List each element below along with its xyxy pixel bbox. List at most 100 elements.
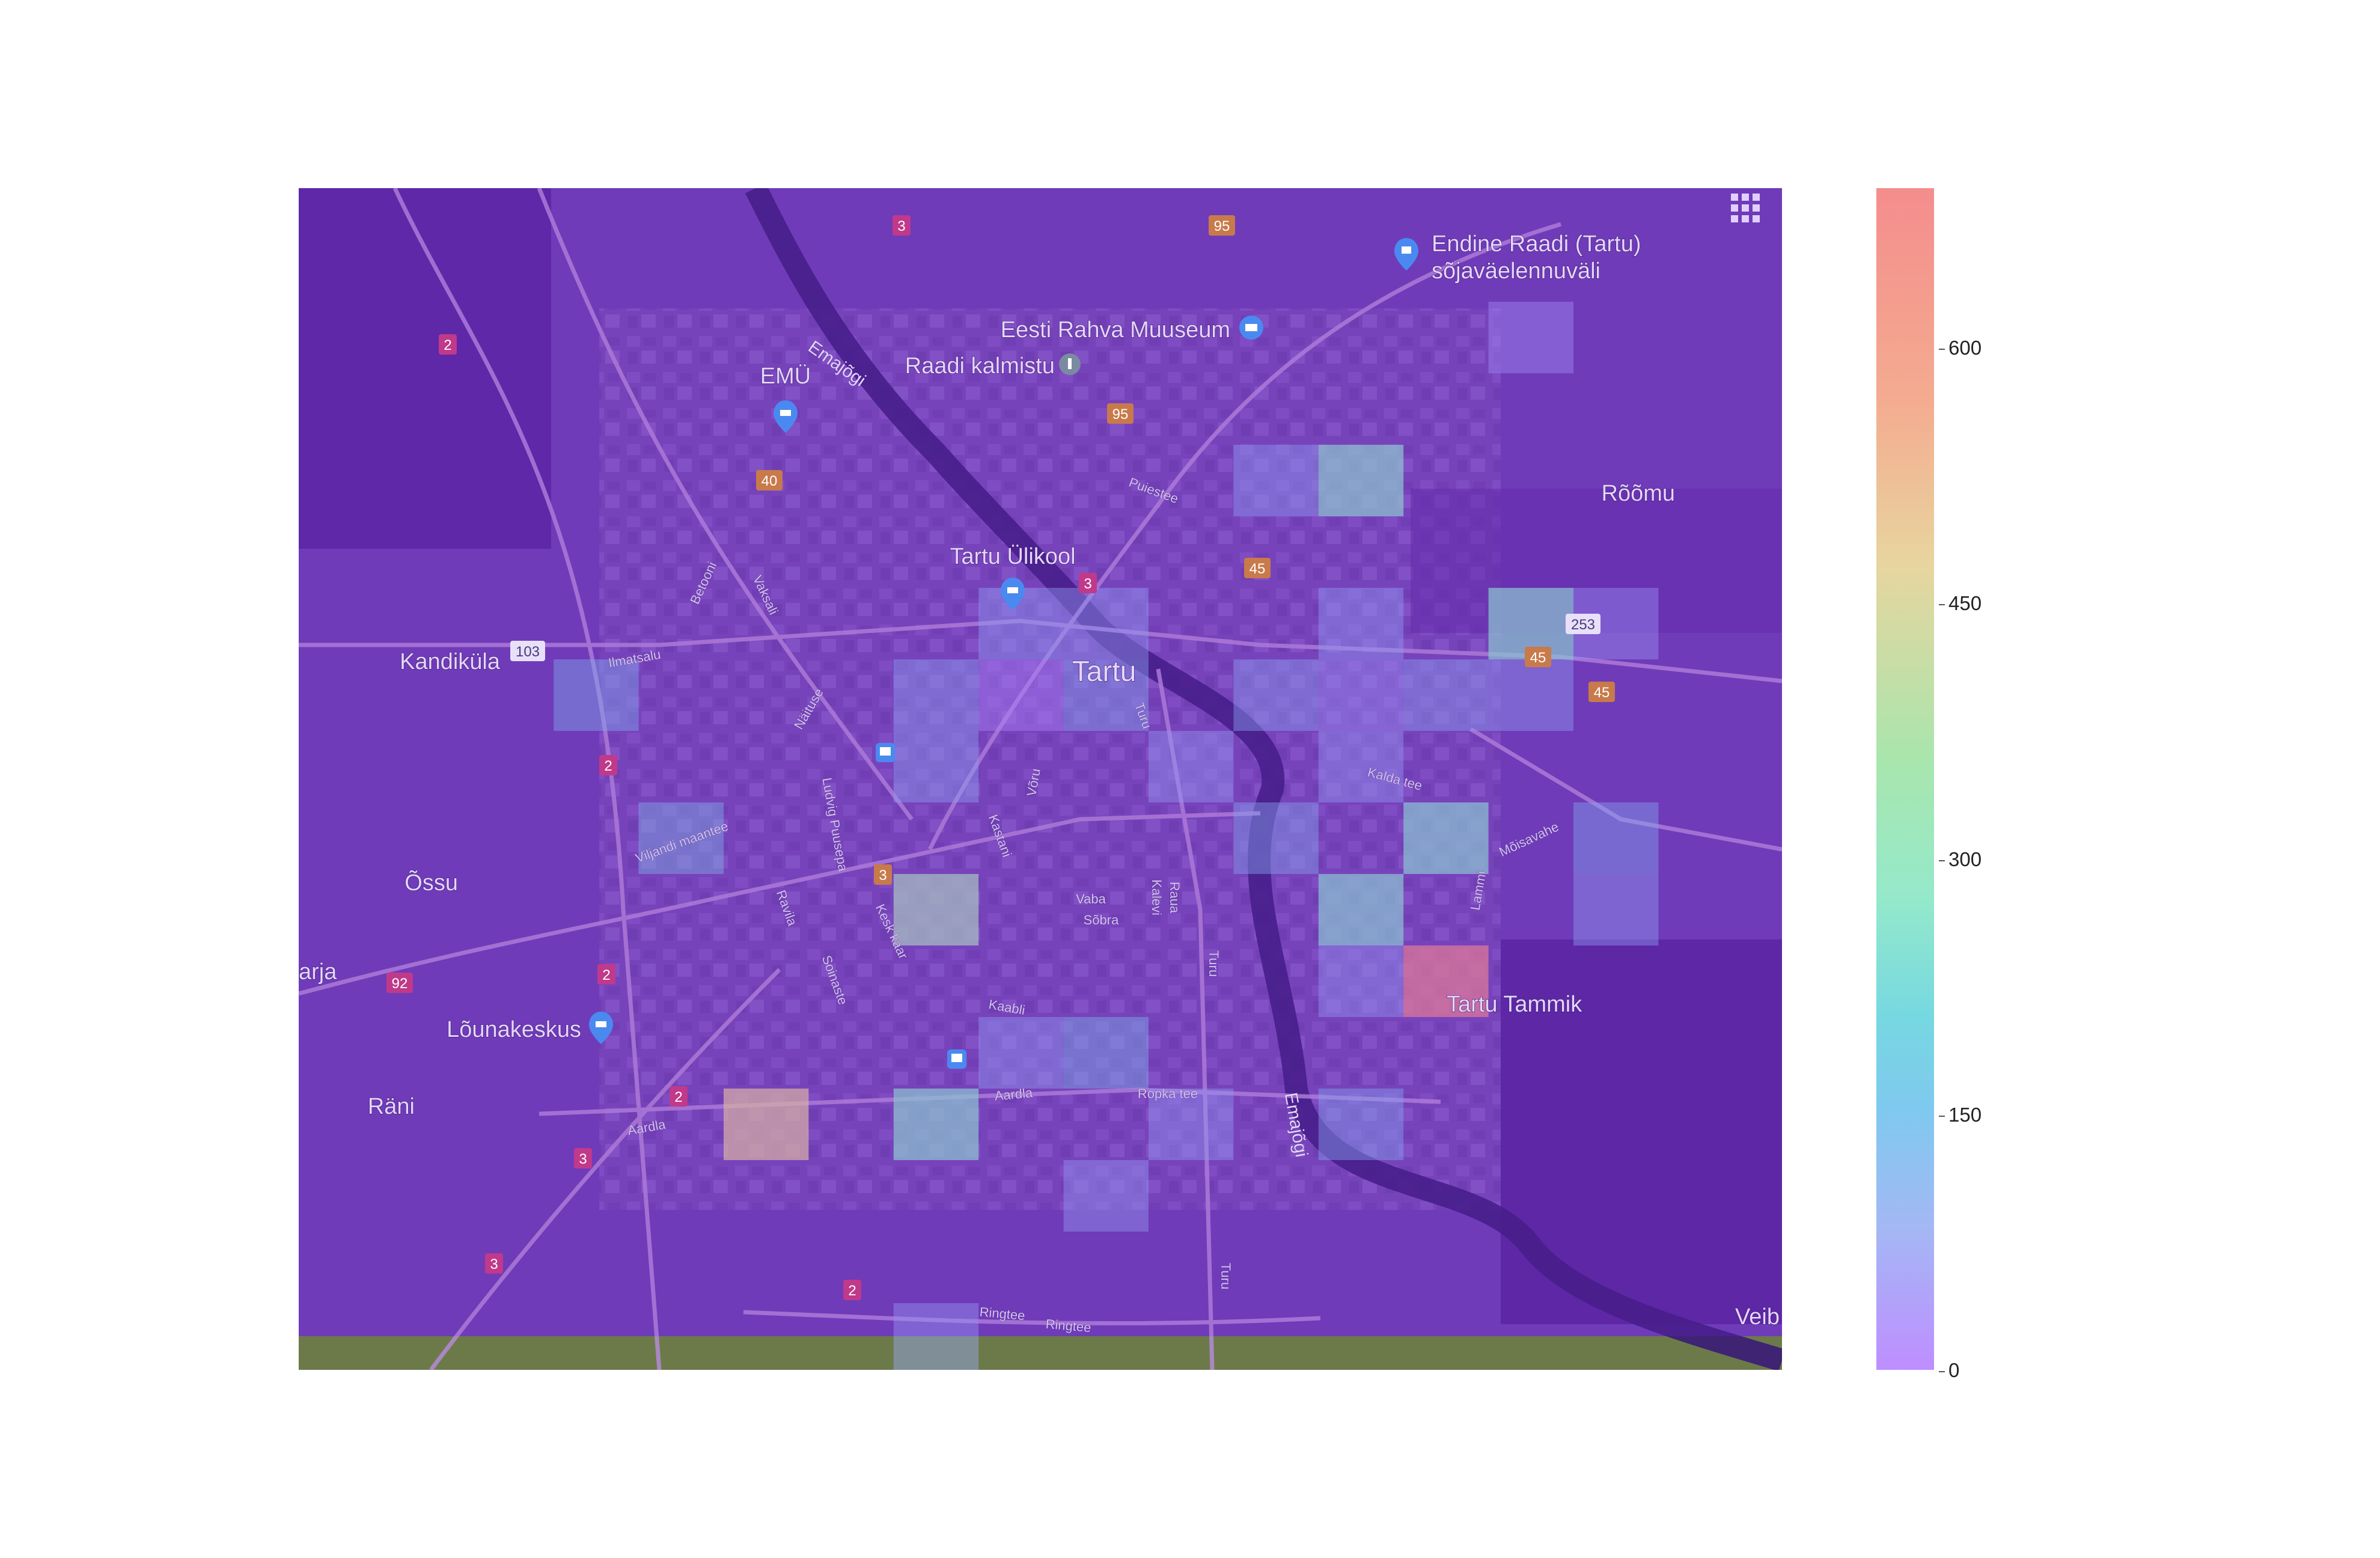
heatmap-cell[interactable]: [1573, 802, 1659, 874]
heatmap-cell[interactable]: [1233, 802, 1319, 874]
bus-station-icon[interactable]: [876, 743, 895, 762]
emajogi-river: [745, 188, 1782, 1370]
street-label: Kalevi: [1149, 879, 1164, 915]
svg-text:2: 2: [444, 337, 451, 353]
heatmap-cell[interactable]: [1488, 659, 1573, 731]
heatmap-cell[interactable]: [1318, 659, 1404, 731]
place-label: Endine Raadi (Tartu): [1432, 231, 1641, 257]
road-shield: 3: [874, 864, 892, 885]
map-panel[interactable]: 3 95 2 95 40 45 3 103 253 45 45 2 3 92 2 2 3 3 2 Endine Ra…: [299, 188, 1782, 1370]
heatmap-cell[interactable]: [1149, 1089, 1234, 1160]
heatmap-cell[interactable]: [978, 659, 1064, 731]
svg-text:40: 40: [761, 473, 778, 489]
heatmap-cell[interactable]: [1318, 945, 1404, 1017]
street-label: Vaba: [1076, 891, 1106, 906]
heatmap-cell[interactable]: [893, 1089, 979, 1160]
svg-text:45: 45: [1250, 561, 1266, 577]
svg-text:3: 3: [579, 1151, 587, 1167]
map-canvas[interactable]: 3 95 2 95 40 45 3 103 253 45 45 2 3 92 2 2 3 3 2 Endine Ra…: [299, 188, 1782, 1370]
heatmap-cell[interactable]: [1403, 659, 1489, 731]
heatmap-cell[interactable]: [638, 802, 724, 874]
road-shield: 2: [597, 964, 615, 985]
road-shield: 253: [1566, 614, 1600, 634]
place-label: Tartu Ülikool: [950, 544, 1075, 569]
heatmap-cell[interactable]: [893, 874, 979, 945]
place-label: arja: [299, 959, 337, 985]
heatmap-cell[interactable]: [1318, 1089, 1404, 1160]
street-label: Sõbra: [1084, 912, 1119, 927]
svg-text:2: 2: [848, 1283, 856, 1299]
heatmap-cell[interactable]: [978, 1017, 1064, 1089]
road-shield: 2: [670, 1086, 688, 1107]
heatmap-cell[interactable]: [1403, 945, 1489, 1017]
place-label: Räni: [368, 1094, 415, 1119]
svg-text:95: 95: [1112, 406, 1129, 423]
street-label: Turu: [1218, 1263, 1233, 1289]
street-label: Turu: [1206, 950, 1221, 977]
road-shield: 3: [574, 1148, 592, 1168]
road-shield: 2: [599, 755, 617, 775]
satellite-strip: [299, 1336, 1782, 1370]
heatmap-cell[interactable]: [1149, 731, 1234, 802]
colorbar-tick: 150: [1939, 1105, 1982, 1125]
dark-field-e: [1411, 489, 1782, 633]
heatmap-cell[interactable]: [1063, 588, 1149, 659]
heatmap-cell[interactable]: [893, 1303, 979, 1370]
place-label: Õssu: [404, 869, 458, 896]
heatmap-cell[interactable]: [1318, 445, 1404, 516]
svg-text:45: 45: [1594, 685, 1610, 701]
svg-text:92: 92: [392, 976, 408, 992]
place-label: Kandiküla: [400, 649, 501, 674]
university-icon[interactable]: [774, 400, 798, 433]
place-label: Veib: [1735, 1304, 1780, 1330]
heatmap-cell[interactable]: [724, 1089, 809, 1160]
road-shield: 45: [1525, 647, 1551, 667]
road-shield: 40: [756, 470, 783, 490]
road-shields: 3 95 2 95 40 45 3 103 253 45 45 2 3 92 2 2 3 3 2: [386, 215, 1615, 1300]
place-label: Tartu Tammik: [1447, 992, 1582, 1017]
university-icon[interactable]: [1001, 578, 1025, 610]
heatmap-cell[interactable]: [1063, 1160, 1149, 1232]
road-shield: 3: [1079, 573, 1097, 593]
heatmap-cell[interactable]: [1063, 659, 1149, 731]
heatmap-cell[interactable]: [893, 731, 979, 802]
road-shield: 2: [439, 334, 457, 355]
place-label: Eesti Rahva Muuseum: [1001, 317, 1230, 343]
heatmap-cell[interactable]: [1233, 659, 1319, 731]
road-shield: 95: [1107, 403, 1134, 424]
heatmap-cell[interactable]: [893, 659, 979, 731]
apps-grid-icon[interactable]: [1731, 194, 1760, 222]
heatmap-cell[interactable]: [1233, 445, 1319, 516]
svg-text:103: 103: [516, 644, 540, 660]
heatmap-cell[interactable]: [1403, 802, 1489, 874]
svg-text:2: 2: [602, 967, 610, 983]
street-label: Raua: [1167, 882, 1182, 914]
road-shield: 3: [485, 1253, 503, 1274]
heatmap-cell[interactable]: [1318, 874, 1404, 945]
bus-station-icon[interactable]: [947, 1049, 966, 1069]
road-shield: 3: [892, 215, 911, 236]
place-label: Lõunakeskus: [447, 1017, 581, 1042]
svg-text:45: 45: [1530, 650, 1546, 666]
place-label: Tartu: [1072, 656, 1137, 688]
svg-text:95: 95: [1214, 218, 1230, 234]
colorbar: [1876, 188, 1934, 1370]
heatmap-cell[interactable]: [554, 659, 639, 731]
heatmap-cell[interactable]: [1063, 1017, 1149, 1089]
shopping-icon[interactable]: [589, 1012, 613, 1044]
museum-icon[interactable]: [1239, 316, 1263, 340]
heatmap-cell[interactable]: [1573, 874, 1659, 945]
road-shield: 45: [1588, 682, 1615, 702]
map-pin-icon[interactable]: [1394, 238, 1418, 270]
road-shield: 95: [1209, 215, 1235, 236]
heatmap-cell[interactable]: [1488, 302, 1573, 373]
cemetery-icon[interactable]: [1059, 353, 1081, 375]
street-label: Võru: [1024, 768, 1043, 798]
heatmap-layer: [554, 302, 1659, 1370]
colorbar-tick: 600: [1939, 338, 1982, 358]
heatmap-cell[interactable]: [1318, 588, 1404, 659]
svg-text:3: 3: [1084, 576, 1091, 592]
heatmap-cell[interactable]: [1318, 731, 1404, 802]
roads: [299, 188, 1782, 1370]
svg-text:2: 2: [674, 1089, 682, 1105]
